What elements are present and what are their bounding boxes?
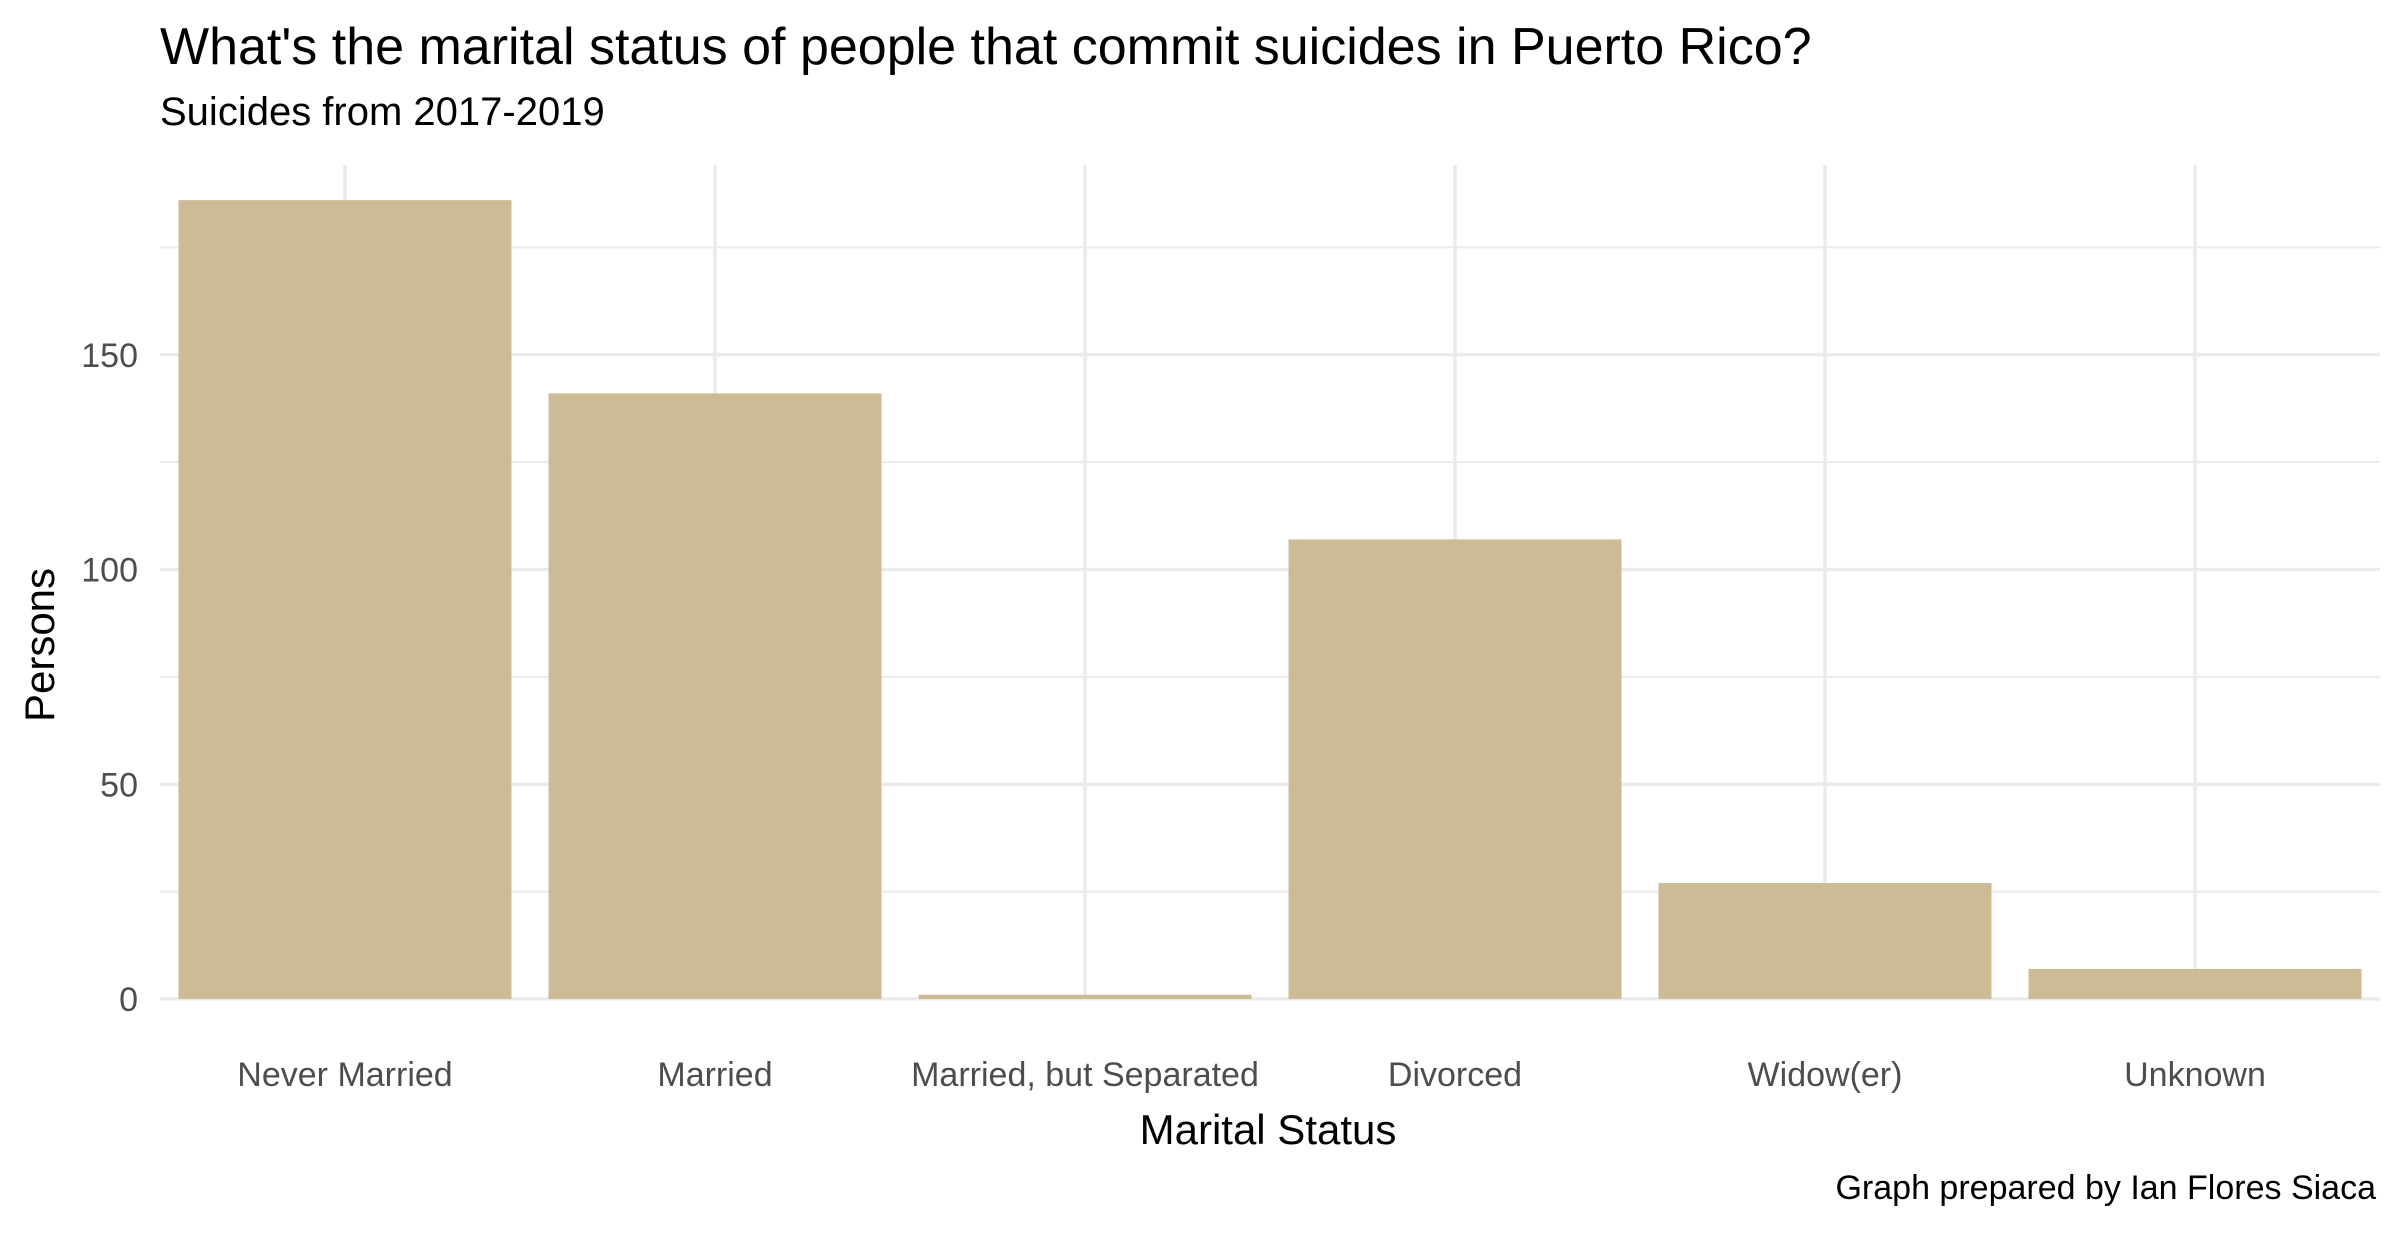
chart-title: What's the marital status of people that…: [160, 18, 1812, 76]
bar: [1288, 539, 1622, 999]
y-tick-label: 0: [119, 981, 138, 1019]
bar: [178, 200, 512, 999]
bars: [178, 200, 2362, 999]
bar: [918, 994, 1252, 999]
y-axis-title: Persons: [16, 568, 63, 722]
x-tick-label: Widow(er): [1748, 1056, 1903, 1094]
x-tick-label: Unknown: [2124, 1056, 2266, 1094]
x-tick-label: Divorced: [1388, 1056, 1522, 1094]
y-tick-label: 50: [100, 766, 138, 804]
chart-subtitle: Suicides from 2017-2019: [160, 90, 605, 134]
x-tick-label: Never Married: [237, 1056, 452, 1094]
x-axis-title: Marital Status: [1140, 1106, 1397, 1153]
x-tick-label: Married, but Separated: [911, 1056, 1259, 1094]
bar: [2028, 968, 2362, 999]
y-tick-label: 100: [81, 552, 138, 590]
bar: [548, 393, 882, 999]
axes: 0 50 100 150 Never Married Married Married, bu…: [81, 337, 2266, 1094]
chart-caption: Graph prepared by Ian Flores Siaca: [1835, 1169, 2376, 1207]
y-tick-label: 150: [81, 337, 138, 375]
bar: [1658, 883, 1992, 999]
x-tick-label: Married: [657, 1056, 772, 1094]
